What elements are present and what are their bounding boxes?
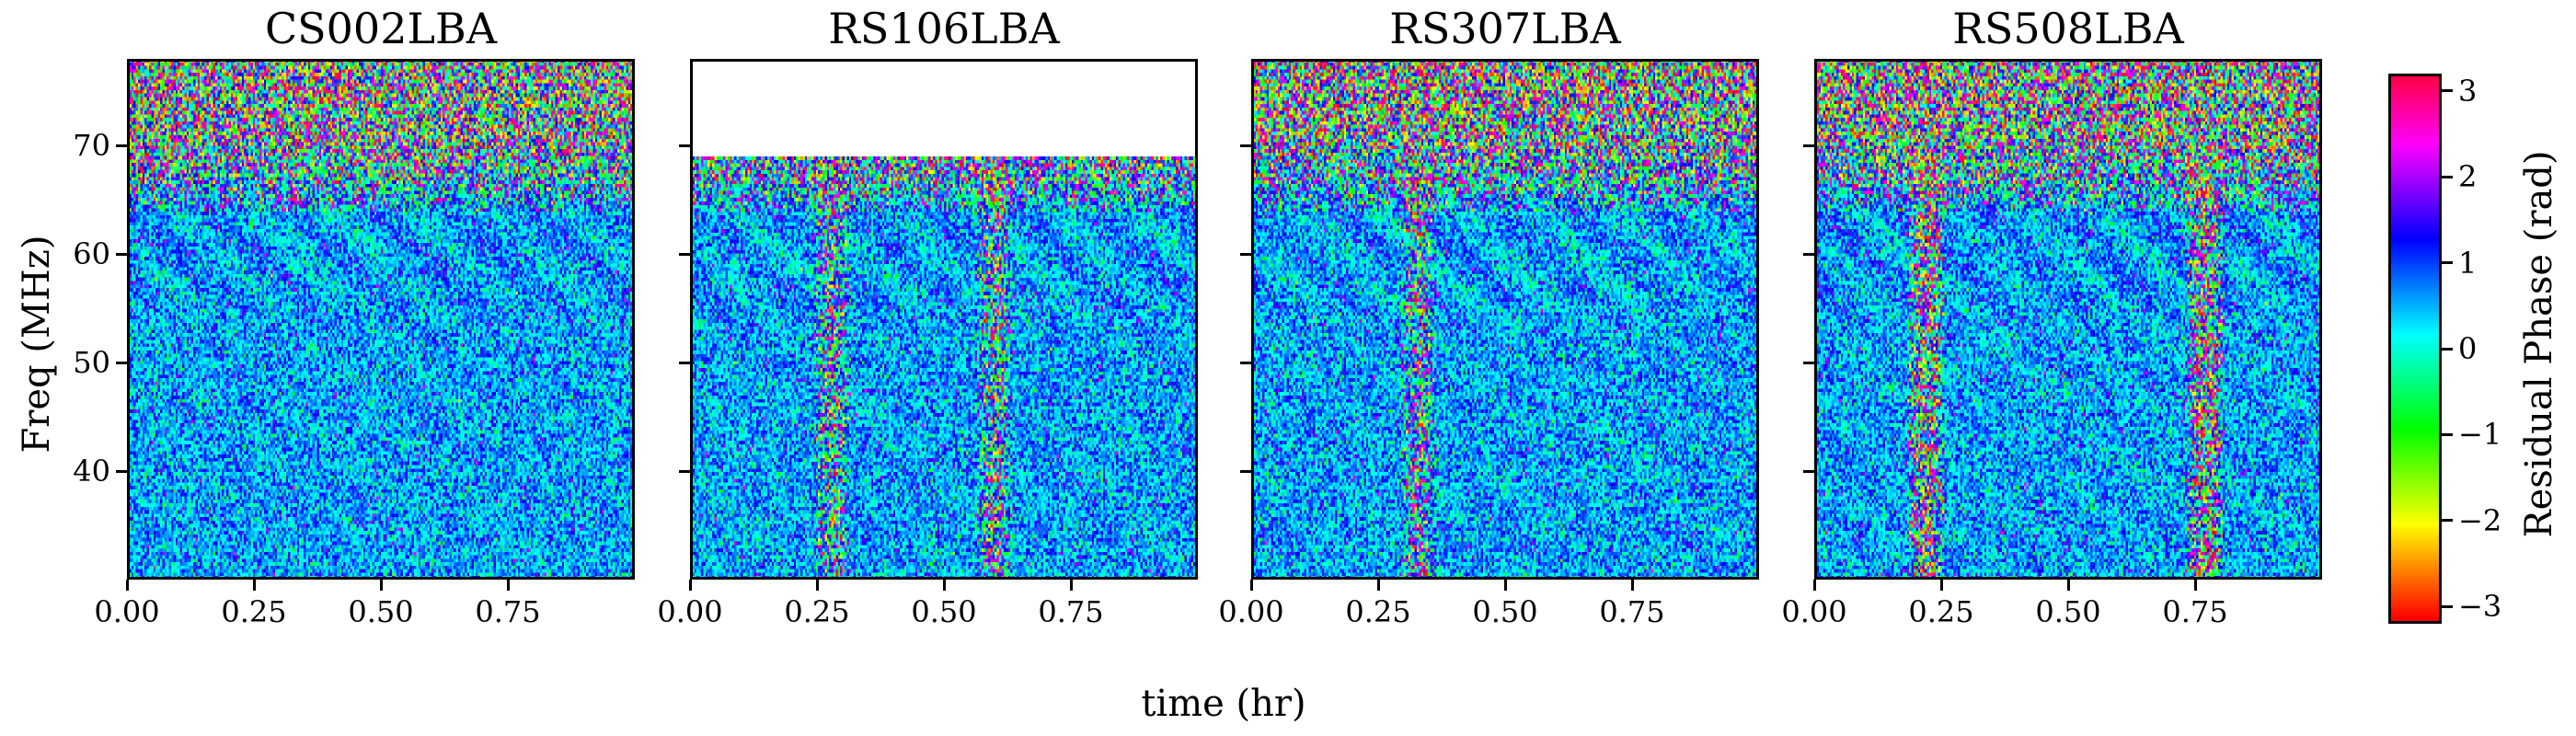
y-tick-mark [679, 361, 690, 364]
panel-title-rs106lba: RS106LBA [828, 4, 1060, 53]
x-tick-mark [1630, 580, 1634, 591]
y-tick-mark [1803, 361, 1814, 364]
y-tick-mark [1240, 469, 1251, 473]
x-tick-label: 0.50 [1472, 594, 1538, 629]
colorbar-tick-label: 2 [2458, 159, 2478, 195]
y-tick-mark [116, 144, 127, 147]
x-tick-mark [379, 580, 383, 591]
x-tick-mark [2193, 580, 2197, 591]
panel-title-cs002lba: CS002LBA [264, 4, 498, 53]
y-tick-mark [116, 469, 127, 473]
panel-title-rs307lba: RS307LBA [1389, 4, 1621, 53]
x-tick-mark [252, 580, 256, 591]
x-tick-label: 0.00 [94, 594, 160, 629]
colorbar-tick-mark [2442, 432, 2453, 436]
x-tick-label: 0.75 [475, 594, 541, 629]
colorbar-tick-mark [2442, 519, 2453, 523]
x-tick-label: 0.25 [784, 594, 850, 629]
x-tick-mark [506, 580, 510, 591]
y-tick-mark [1240, 144, 1251, 147]
x-tick-label: 0.75 [1599, 594, 1665, 629]
x-tick-label: 0.75 [2162, 594, 2228, 629]
colorbar-tick-mark [2442, 175, 2453, 178]
x-tick-mark [2066, 580, 2070, 591]
y-tick-mark [1803, 144, 1814, 147]
x-tick-mark [688, 580, 692, 591]
y-tick-mark [1803, 469, 1814, 473]
x-tick-label: 0.50 [2035, 594, 2101, 629]
colorbar-tick-label: −2 [2458, 502, 2502, 538]
y-tick-mark [679, 469, 690, 473]
colorbar-label: Residual Phase (rad) [2518, 150, 2560, 538]
colorbar-tick-mark [2442, 89, 2453, 93]
y-tick-label: 50 [73, 345, 110, 381]
y-tick-mark [116, 252, 127, 256]
y-tick-label: 40 [73, 454, 110, 489]
x-tick-mark [1069, 580, 1073, 591]
x-tick-mark [815, 580, 819, 591]
heatmap-cs002lba [127, 59, 635, 580]
x-tick-label: 0.25 [221, 594, 287, 629]
x-tick-label: 0.25 [1908, 594, 1974, 629]
x-tick-label: 0.00 [1781, 594, 1847, 629]
x-tick-mark [942, 580, 946, 591]
y-tick-mark [116, 361, 127, 364]
colorbar-tick-label: 1 [2458, 245, 2478, 281]
x-tick-label: 0.25 [1345, 594, 1411, 629]
colorbar-tick-label: −1 [2458, 417, 2502, 453]
x-tick-mark [1812, 580, 1816, 591]
x-tick-label: 0.50 [348, 594, 414, 629]
x-tick-mark [1249, 580, 1253, 591]
x-tick-label: 0.50 [911, 594, 977, 629]
y-tick-mark [1240, 361, 1251, 364]
colorbar-tick-mark [2442, 347, 2453, 351]
y-tick-mark [679, 252, 690, 256]
y-axis-label: Freq (MHz) [16, 235, 58, 454]
heatmap-rs307lba [1251, 59, 1759, 580]
heatmap-rs106lba [690, 156, 1198, 580]
x-tick-mark [1376, 580, 1380, 591]
x-tick-label: 0.00 [1218, 594, 1284, 629]
panel-title-rs508lba: RS508LBA [1952, 4, 2184, 53]
x-tick-mark [1939, 580, 1943, 591]
colorbar-tick-mark [2442, 261, 2453, 265]
x-tick-label: 0.00 [657, 594, 723, 629]
colorbar-tick-label: 3 [2458, 73, 2478, 109]
colorbar-tick-mark [2442, 604, 2453, 608]
colorbar-gradient [2388, 74, 2442, 624]
colorbar-tick-label: 0 [2458, 331, 2478, 366]
y-tick-mark [1803, 252, 1814, 256]
y-tick-mark [1240, 252, 1251, 256]
heatmap-rs508lba [1814, 59, 2322, 580]
y-tick-label: 70 [73, 128, 110, 164]
y-tick-mark [679, 144, 690, 147]
x-tick-label: 0.75 [1038, 594, 1104, 629]
y-tick-label: 60 [73, 236, 110, 272]
x-tick-mark [1503, 580, 1507, 591]
x-tick-mark [125, 580, 129, 591]
colorbar-tick-label: −3 [2458, 589, 2502, 625]
x-axis-label: time (hr) [1141, 683, 1306, 725]
